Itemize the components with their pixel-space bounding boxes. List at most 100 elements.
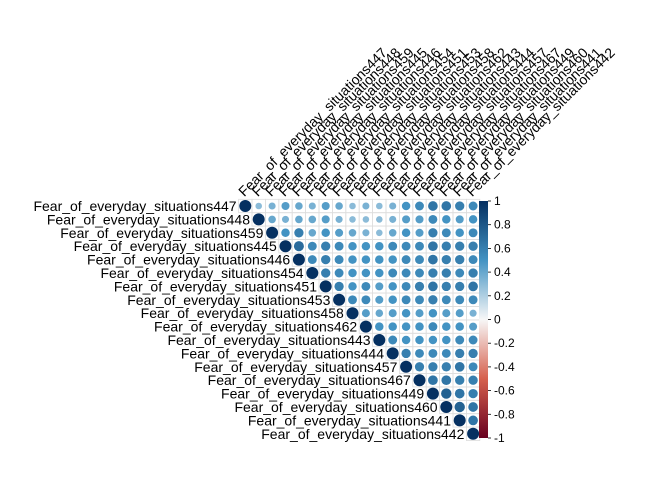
legend-tick-label: -0.8	[494, 407, 515, 421]
corr-circle-Fear_of_everyday_situations446-Fear_of_everyday_situations467	[415, 255, 424, 265]
legend-tick-label: 1	[494, 194, 501, 208]
corr-circle-Fear_of_everyday_situations448-Fear_of_everyday_situations462	[362, 216, 370, 223]
corr-circle-Fear_of_everyday_situations448-Fear_of_everyday_situations442	[468, 215, 478, 224]
corr-circle-Fear_of_everyday_situations467-Fear_of_everyday_situations442	[468, 375, 478, 385]
corr-circle-Fear_of_everyday_situations457-Fear_of_everyday_situations449	[428, 362, 438, 372]
corr-circle-Fear_of_everyday_situations459-Fear_of_everyday_situations459	[266, 226, 279, 239]
corr-circle-Fear_of_everyday_situations460-Fear_of_everyday_situations460	[440, 401, 453, 413]
corr-circle-Fear_of_everyday_situations448-Fear_of_everyday_situations441	[455, 215, 464, 224]
corr-circle-Fear_of_everyday_situations447-Fear_of_everyday_situations448	[255, 202, 262, 210]
corr-circle-Fear_of_everyday_situations447-Fear_of_everyday_situations449	[428, 201, 438, 211]
corr-circle-Fear_of_everyday_situations457-Fear_of_everyday_situations442	[468, 362, 478, 372]
corr-circle-Fear_of_everyday_situations454-Fear_of_everyday_situations449	[428, 268, 438, 278]
corr-circle-Fear_of_everyday_situations462-Fear_of_everyday_situations467	[415, 322, 424, 331]
corr-circle-Fear_of_everyday_situations449-Fear_of_everyday_situations441	[454, 388, 465, 399]
corr-circle-Fear_of_everyday_situations451-Fear_of_everyday_situations457	[401, 281, 411, 291]
corr-circle-Fear_of_everyday_situations446-Fear_of_everyday_situations444	[388, 255, 397, 264]
row-label-Fear_of_everyday_situations457: Fear_of_everyday_situations457	[194, 359, 397, 375]
corr-circle-Fear_of_everyday_situations444-Fear_of_everyday_situations449	[428, 348, 438, 358]
corr-circle-Fear_of_everyday_situations445-Fear_of_everyday_situations444	[388, 241, 398, 251]
corr-circle-Fear_of_everyday_situations445-Fear_of_everyday_situations445	[279, 240, 292, 253]
row-label-Fear_of_everyday_situations447: Fear_of_everyday_situations447	[33, 198, 236, 214]
corr-circle-Fear_of_everyday_situations454-Fear_of_everyday_situations442	[468, 268, 478, 278]
corr-circle-Fear_of_everyday_situations445-Fear_of_everyday_situations451	[321, 241, 331, 251]
corr-circle-Fear_of_everyday_situations467-Fear_of_everyday_situations441	[455, 375, 465, 385]
corr-circle-Fear_of_everyday_situations448-Fear_of_everyday_situations454	[308, 215, 317, 224]
corr-circle-Fear_of_everyday_situations447-Fear_of_everyday_situations442	[468, 201, 478, 211]
corr-circle-Fear_of_everyday_situations457-Fear_of_everyday_situations457	[400, 360, 413, 373]
corr-circle-Fear_of_everyday_situations462-Fear_of_everyday_situations441	[455, 322, 464, 331]
corr-circle-Fear_of_everyday_situations449-Fear_of_everyday_situations449	[426, 387, 439, 400]
corr-circle-Fear_of_everyday_situations449-Fear_of_everyday_situations442	[468, 388, 478, 399]
corr-circle-Fear_of_everyday_situations451-Fear_of_everyday_situations451	[319, 280, 332, 293]
corr-circle-Fear_of_everyday_situations454-Fear_of_everyday_situations458	[348, 268, 357, 278]
row-labels: Fear_of_everyday_situations447 Fear_of_ev…	[33, 198, 464, 442]
corr-circle-Fear_of_everyday_situations462-Fear_of_everyday_situations460	[442, 322, 451, 331]
corr-circle-Fear_of_everyday_situations459-Fear_of_everyday_situations443	[376, 229, 383, 237]
corr-circle-Fear_of_everyday_situations446-Fear_of_everyday_situations453	[334, 255, 344, 265]
corr-circle-Fear_of_everyday_situations443-Fear_of_everyday_situations457	[401, 335, 411, 345]
corr-circle-Fear_of_everyday_situations446-Fear_of_everyday_situations443	[375, 255, 384, 264]
legend-tick-label: 0.6	[494, 241, 511, 255]
row-label-Fear_of_everyday_situations460: Fear_of_everyday_situations460	[234, 399, 437, 415]
corr-circle-Fear_of_everyday_situations442-Fear_of_everyday_situations442	[467, 427, 480, 440]
corr-circle-Fear_of_everyday_situations467-Fear_of_everyday_situations449	[428, 375, 438, 386]
corr-circle-Fear_of_everyday_situations443-Fear_of_everyday_situations449	[428, 335, 438, 345]
corr-circle-Fear_of_everyday_situations454-Fear_of_everyday_situations444	[388, 268, 398, 278]
corr-circle-Fear_of_everyday_situations443-Fear_of_everyday_situations442	[468, 335, 478, 345]
corr-circle-Fear_of_everyday_situations458-Fear_of_everyday_situations444	[388, 309, 397, 318]
corr-circle-Fear_of_everyday_situations447-Fear_of_everyday_situations445	[281, 201, 290, 211]
corr-circle-Fear_of_everyday_situations457-Fear_of_everyday_situations441	[454, 361, 465, 372]
row-label-Fear_of_everyday_situations441: Fear_of_everyday_situations441	[248, 412, 451, 428]
row-label-Fear_of_everyday_situations459: Fear_of_everyday_situations459	[60, 225, 263, 241]
corr-circle-Fear_of_everyday_situations447-Fear_of_everyday_situations446	[295, 202, 303, 210]
corr-circle-Fear_of_everyday_situations453-Fear_of_everyday_situations467	[415, 295, 424, 305]
row-label-Fear_of_everyday_situations443: Fear_of_everyday_situations443	[167, 332, 370, 348]
corr-circle-Fear_of_everyday_situations446-Fear_of_everyday_situations460	[441, 254, 451, 265]
corr-circle-Fear_of_everyday_situations444-Fear_of_everyday_situations457	[401, 348, 411, 359]
corr-circle-Fear_of_everyday_situations454-Fear_of_everyday_situations467	[415, 268, 424, 278]
corr-circle-Fear_of_everyday_situations462-Fear_of_everyday_situations442	[469, 322, 478, 331]
corr-circle-Fear_of_everyday_situations443-Fear_of_everyday_situations443	[373, 334, 386, 346]
corr-circle-Fear_of_everyday_situations453-Fear_of_everyday_situations458	[348, 295, 357, 305]
corr-circle-Fear_of_everyday_situations445-Fear_of_everyday_situations462	[361, 241, 371, 251]
corr-circle-Fear_of_everyday_situations451-Fear_of_everyday_situations460	[441, 281, 451, 292]
corr-circle-Fear_of_everyday_situations451-Fear_of_everyday_situations443	[375, 282, 384, 291]
corr-circle-Fear_of_everyday_situations448-Fear_of_everyday_situations448	[252, 213, 265, 226]
corr-circle-Fear_of_everyday_situations447-Fear_of_everyday_situations453	[335, 202, 343, 210]
corr-circle-Fear_of_everyday_situations446-Fear_of_everyday_situations458	[348, 255, 357, 264]
corr-circle-Fear_of_everyday_situations445-Fear_of_everyday_situations443	[375, 241, 384, 251]
corr-circle-Fear_of_everyday_situations451-Fear_of_everyday_situations441	[455, 281, 465, 292]
corr-circle-Fear_of_everyday_situations459-Fear_of_everyday_situations442	[468, 228, 478, 238]
corr-circle-Fear_of_everyday_situations462-Fear_of_everyday_situations462	[359, 320, 372, 333]
corr-circle-Fear_of_everyday_situations446-Fear_of_everyday_situations446	[292, 253, 305, 266]
row-label-Fear_of_everyday_situations467: Fear_of_everyday_situations467	[208, 372, 411, 388]
corr-circle-Fear_of_everyday_situations457-Fear_of_everyday_situations460	[441, 362, 451, 372]
corr-circle-Fear_of_everyday_situations453-Fear_of_everyday_situations462	[361, 295, 371, 305]
corr-circle-Fear_of_everyday_situations453-Fear_of_everyday_situations441	[455, 295, 465, 305]
corr-circle-Fear_of_everyday_situations451-Fear_of_everyday_situations442	[468, 281, 478, 292]
corr-circle-Fear_of_everyday_situations459-Fear_of_everyday_situations449	[428, 228, 438, 238]
corr-circle-Fear_of_everyday_situations458-Fear_of_everyday_situations457	[401, 308, 411, 318]
corr-circle-Fear_of_everyday_situations459-Fear_of_everyday_situations441	[455, 228, 464, 238]
corr-circle-Fear_of_everyday_situations458-Fear_of_everyday_situations441	[455, 309, 464, 318]
corr-circle-Fear_of_everyday_situations448-Fear_of_everyday_situations460	[442, 215, 451, 224]
legend-tick-label: -0.4	[494, 360, 515, 374]
corr-circle-Fear_of_everyday_situations448-Fear_of_everyday_situations446	[295, 215, 303, 224]
corr-circle-Fear_of_everyday_situations458-Fear_of_everyday_situations458	[346, 307, 359, 320]
corr-circle-Fear_of_everyday_situations448-Fear_of_everyday_situations444	[389, 215, 397, 223]
corr-circle-Fear_of_everyday_situations462-Fear_of_everyday_situations444	[388, 322, 397, 331]
corr-circle-Fear_of_everyday_situations444-Fear_of_everyday_situations442	[468, 348, 478, 359]
legend-tick-label: 0.8	[494, 218, 511, 232]
corr-circle-Fear_of_everyday_situations451-Fear_of_everyday_situations467	[414, 281, 425, 292]
corr-circle-Fear_of_everyday_situations459-Fear_of_everyday_situations457	[401, 228, 411, 238]
corr-circle-Fear_of_everyday_situations459-Fear_of_everyday_situations444	[388, 229, 397, 237]
corr-circle-Fear_of_everyday_situations454-Fear_of_everyday_situations457	[401, 268, 411, 278]
corr-circle-Fear_of_everyday_situations443-Fear_of_everyday_situations441	[455, 335, 465, 345]
corr-circle-Fear_of_everyday_situations444-Fear_of_everyday_situations444	[386, 347, 399, 360]
row-label-Fear_of_everyday_situations458: Fear_of_everyday_situations458	[141, 305, 344, 321]
row-label-Fear_of_everyday_situations454: Fear_of_everyday_situations454	[100, 265, 303, 281]
corr-circle-Fear_of_everyday_situations448-Fear_of_everyday_situations451	[321, 215, 330, 224]
corr-circle-Fear_of_everyday_situations458-Fear_of_everyday_situations442	[469, 309, 477, 317]
corr-circle-Fear_of_everyday_situations448-Fear_of_everyday_situations459	[268, 215, 276, 224]
